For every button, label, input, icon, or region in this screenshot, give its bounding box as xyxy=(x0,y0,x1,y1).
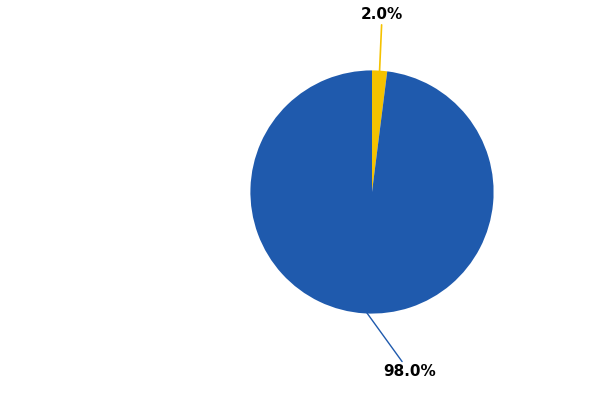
Text: 98.0%: 98.0% xyxy=(365,310,436,379)
Wedge shape xyxy=(372,70,387,192)
Text: 2.0%: 2.0% xyxy=(361,7,403,74)
Wedge shape xyxy=(250,70,494,314)
